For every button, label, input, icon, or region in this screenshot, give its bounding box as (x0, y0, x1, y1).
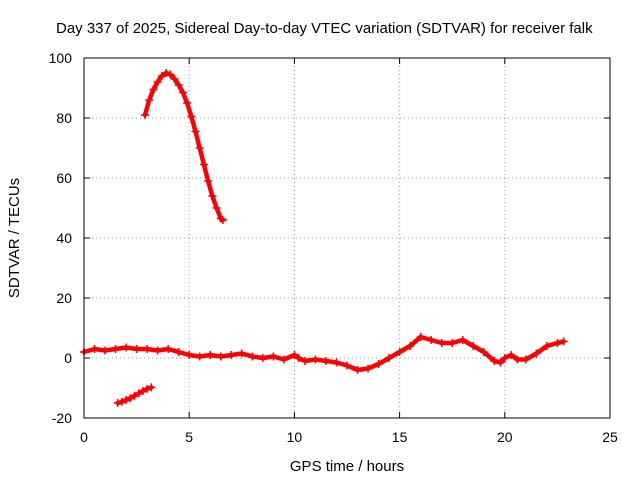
data-point (290, 351, 299, 359)
x-axis-label: GPS time / hours (290, 458, 404, 475)
data-point (132, 345, 141, 353)
y-tick-label: -20 (52, 410, 72, 426)
data-point (416, 333, 425, 341)
data-point (395, 348, 404, 356)
y-tick-label: 60 (56, 170, 72, 186)
data-point (553, 339, 562, 347)
data-point (437, 339, 446, 347)
data-point (185, 351, 194, 359)
data-point (206, 351, 215, 359)
data-point (532, 349, 541, 358)
y-tick-label: 40 (56, 230, 72, 246)
data-point (199, 160, 208, 169)
y-tick-label: 100 (49, 50, 73, 66)
data-point (147, 383, 156, 392)
data-point (143, 384, 152, 393)
data-point (117, 397, 126, 406)
data-point (406, 342, 415, 350)
data-series (80, 69, 568, 407)
data-point (187, 112, 196, 121)
data-point (269, 352, 278, 361)
data-point (332, 358, 341, 367)
data-point (164, 345, 173, 353)
tick-labels: 0 5 10 15 20 25 -20 0 20 40 60 80 100 (49, 50, 618, 445)
data-point (258, 354, 267, 362)
data-point (385, 354, 394, 362)
data-point (500, 354, 509, 362)
data-point (191, 127, 200, 136)
chart-title: Day 337 of 2025, Sidereal Day-to-day VTE… (56, 20, 593, 37)
x-tick-label: 15 (392, 429, 408, 445)
y-axis-label: SDTVAR / TECUs (6, 178, 23, 298)
data-point (111, 345, 120, 353)
data-point (364, 364, 373, 373)
data-point (218, 216, 227, 224)
data-point (149, 85, 158, 94)
data-point (166, 70, 175, 79)
data-point (143, 345, 152, 353)
data-point (141, 111, 150, 119)
data-point (195, 144, 204, 152)
data-point (311, 355, 320, 364)
data-point (174, 348, 183, 356)
data-point (496, 358, 505, 367)
data-point (248, 352, 257, 361)
data-point (153, 346, 162, 355)
data-point (195, 352, 204, 361)
data-point (90, 345, 99, 353)
data-point (162, 69, 171, 77)
data-point (507, 351, 516, 359)
data-point (427, 336, 436, 344)
data-point (353, 366, 362, 374)
data-point (521, 355, 530, 364)
data-point (300, 357, 309, 365)
x-tick-label: 10 (287, 429, 303, 445)
data-point (542, 342, 551, 350)
data-point (294, 354, 303, 362)
x-tick-label: 0 (80, 429, 88, 445)
data-point (130, 391, 139, 400)
data-point (479, 348, 488, 356)
data-point (513, 355, 522, 364)
y-tick-label: 20 (56, 290, 72, 306)
data-point (208, 192, 217, 200)
x-tick-label: 25 (602, 429, 618, 445)
data-point (321, 357, 330, 365)
data-point (458, 336, 467, 344)
data-point (559, 337, 568, 346)
data-point (157, 72, 166, 80)
data-point (448, 339, 457, 347)
series-upper-arc (142, 70, 226, 223)
data-point (216, 352, 225, 361)
x-tick-label: 5 (185, 429, 193, 445)
data-point (490, 357, 499, 365)
data-point (279, 355, 288, 364)
data-point (153, 78, 162, 86)
data-point (134, 389, 143, 398)
data-point (113, 399, 122, 407)
data-point (178, 88, 187, 97)
data-point (343, 361, 351, 370)
data-point (183, 99, 192, 107)
data-point (126, 394, 135, 403)
data-point (374, 360, 383, 368)
data-point (237, 349, 246, 358)
data-point (122, 396, 131, 404)
y-tick-label: 0 (64, 350, 72, 366)
x-tick-label: 20 (497, 429, 513, 445)
data-point (170, 75, 179, 83)
data-point (174, 81, 183, 89)
data-point (469, 342, 478, 350)
data-point (122, 343, 131, 352)
plot-frame (83, 57, 611, 419)
data-point (101, 346, 110, 355)
data-point (138, 387, 147, 395)
data-point (227, 351, 236, 359)
y-tick-label: 80 (56, 110, 72, 126)
series-main-trace (81, 334, 566, 373)
data-point (204, 177, 213, 185)
data-point (145, 96, 154, 104)
data-point (212, 204, 221, 212)
